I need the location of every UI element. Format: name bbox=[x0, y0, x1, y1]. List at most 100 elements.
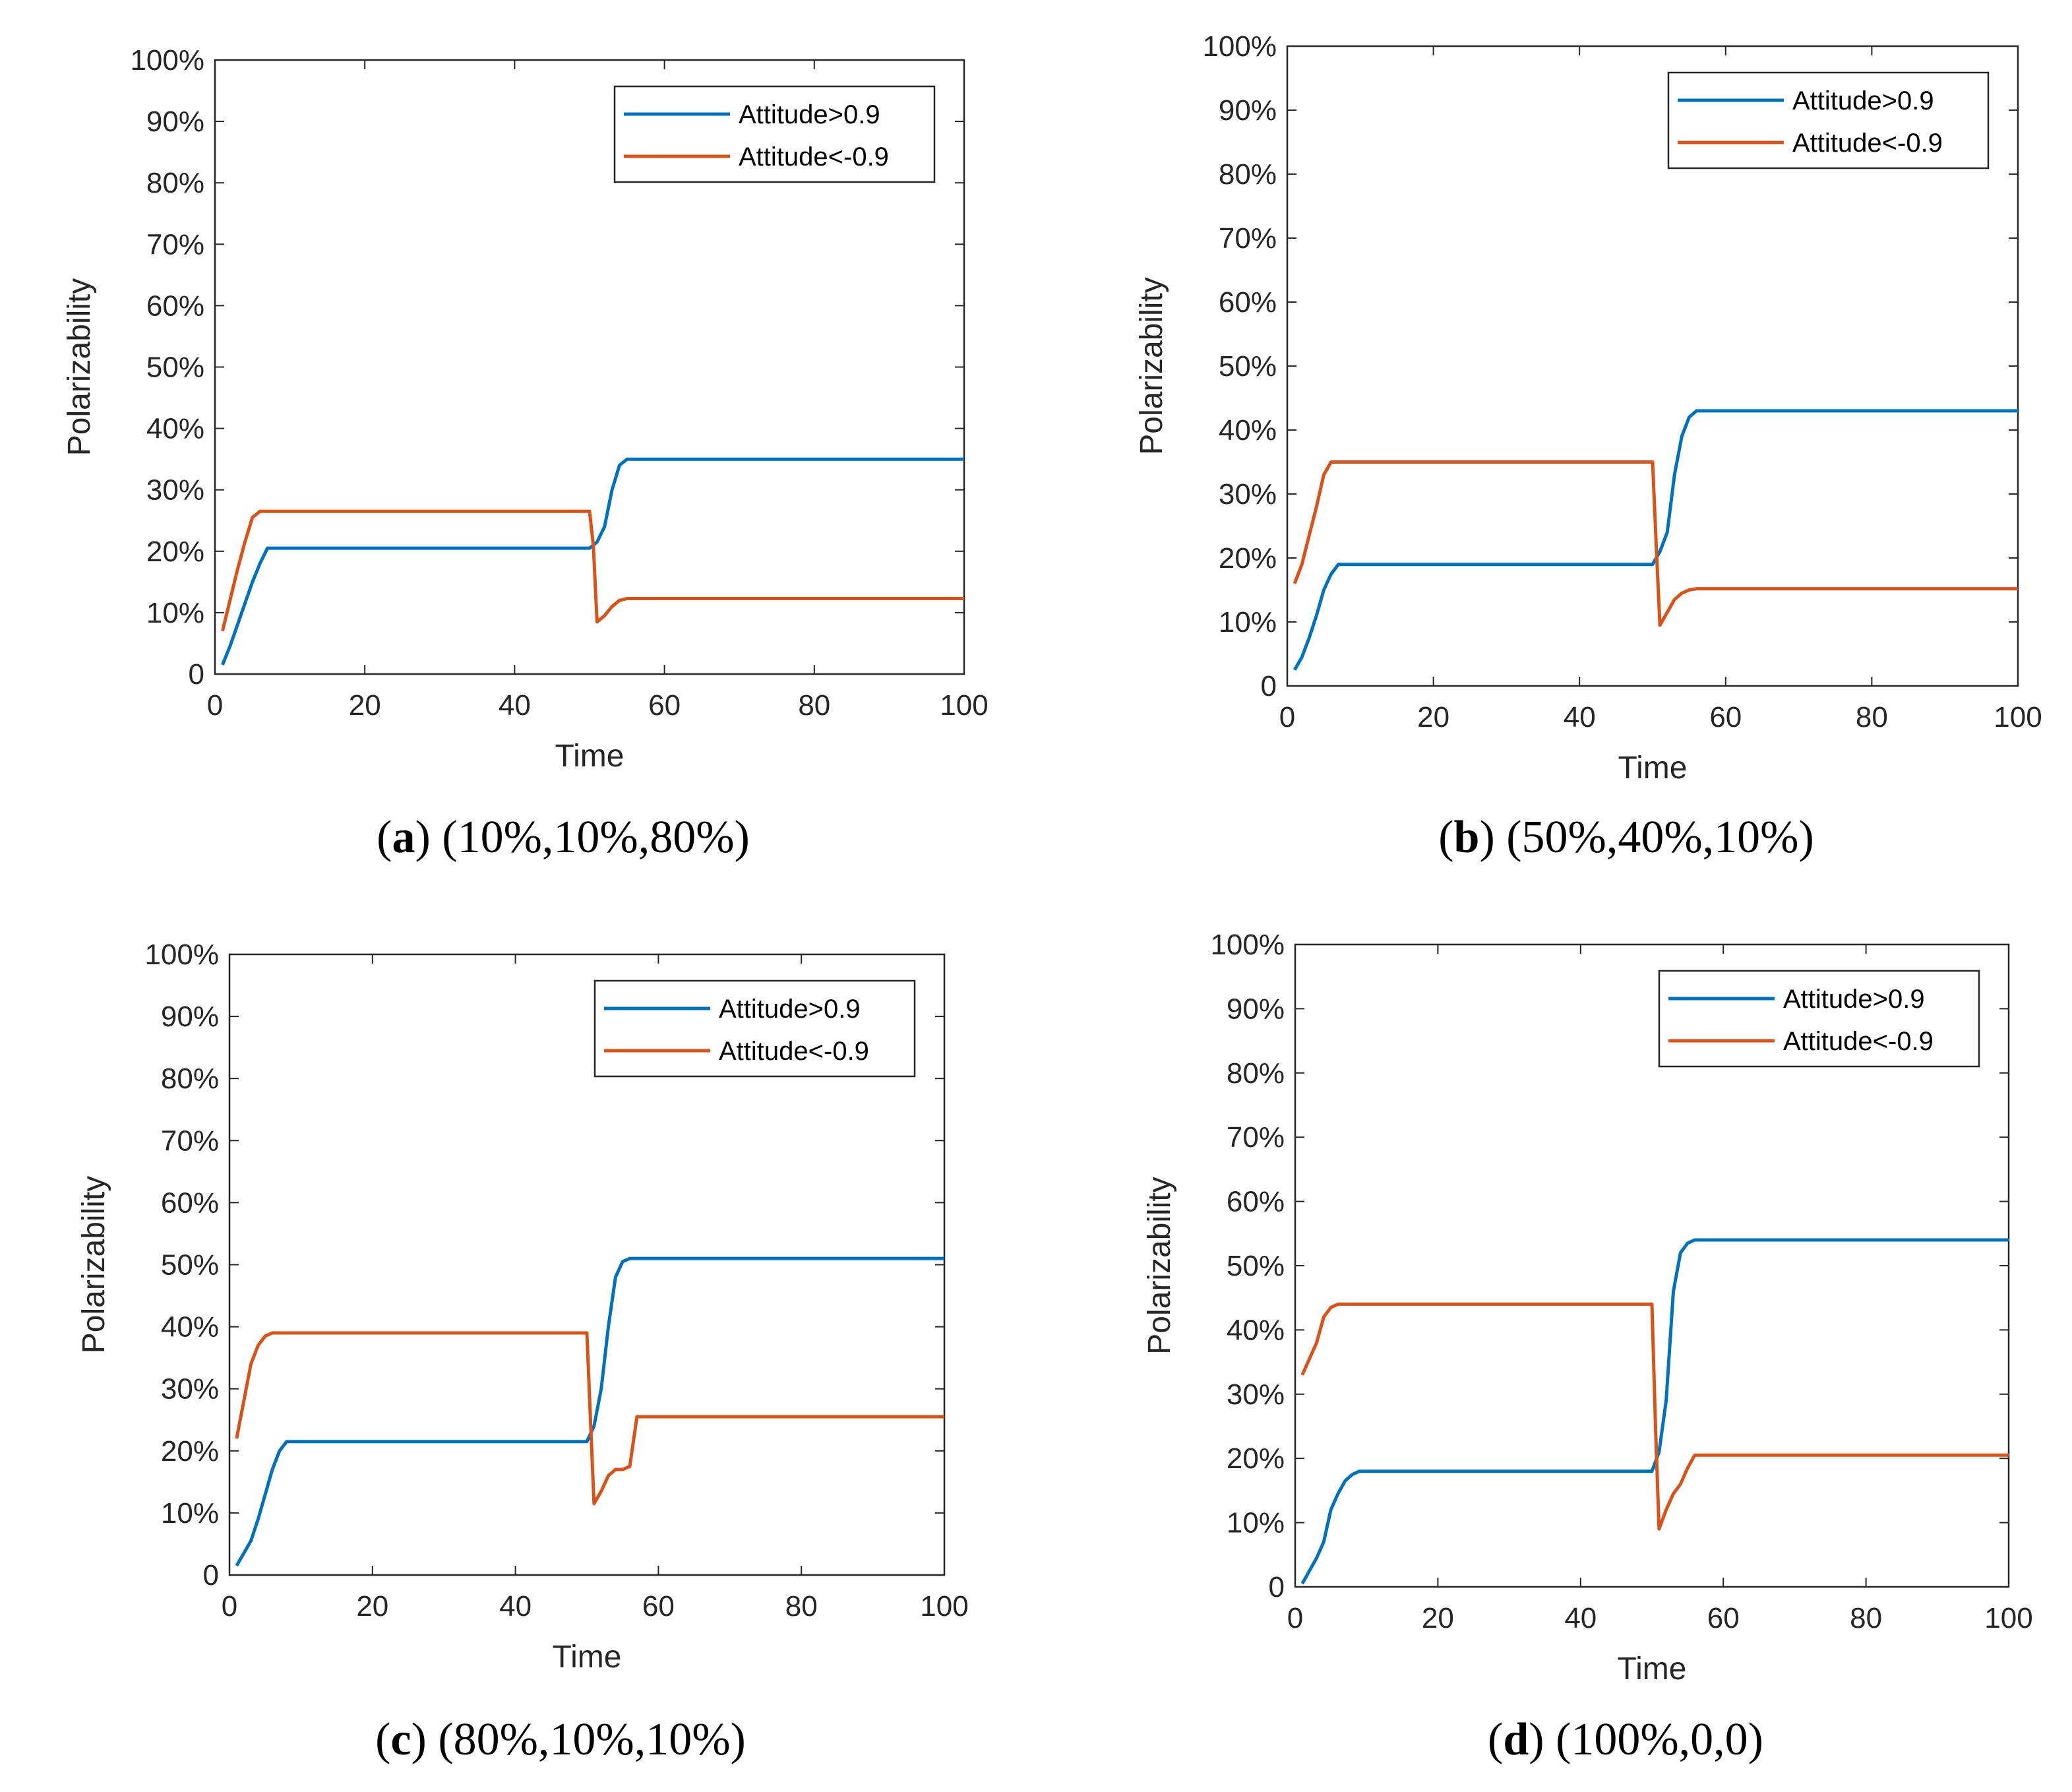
y-tick-label: 50% bbox=[161, 1249, 219, 1282]
x-tick-label: 40 bbox=[499, 689, 531, 722]
x-tick-label: 80 bbox=[1856, 701, 1888, 733]
legend-label: Attitude>0.9 bbox=[719, 995, 861, 1024]
x-tick-label: 100 bbox=[1984, 1602, 2032, 1634]
x-tick-label: 100 bbox=[1994, 701, 2042, 733]
y-tick-label: 30% bbox=[146, 474, 204, 507]
y-tick-label: 60% bbox=[146, 290, 204, 322]
panel-caption: (d) (100%,0,0) bbox=[1488, 1714, 1763, 1765]
x-tick-label: 20 bbox=[1417, 701, 1449, 733]
x-tick-label: 60 bbox=[1707, 1602, 1740, 1634]
legend-box bbox=[1667, 71, 1990, 170]
caption-text: (10%,10%,80%) bbox=[442, 812, 750, 863]
panel-caption: (c) (80%,10%,10%) bbox=[375, 1714, 746, 1765]
x-tick-label: 100 bbox=[940, 689, 988, 722]
y-tick-label: 100% bbox=[130, 44, 204, 77]
caption-paren-close: ) bbox=[411, 1714, 439, 1765]
y-tick-label: 0 bbox=[189, 658, 204, 691]
chart-panel-a: 0 10% 20% 30% 40% 50% 60% 70% 80% 90% 100% 0 20 40 60 8… bbox=[62, 44, 989, 863]
y-tick-label: 70% bbox=[146, 228, 204, 261]
y-tick-label: 10% bbox=[146, 597, 204, 629]
caption-text: (100%,0,0) bbox=[1556, 1714, 1763, 1765]
legend-label: Attitude<-0.9 bbox=[1792, 129, 1943, 158]
y-tick-label: 70% bbox=[161, 1125, 219, 1157]
y-tick-label: 30% bbox=[1219, 478, 1277, 510]
x-tick-label: 0 bbox=[207, 689, 223, 722]
series-line-attitude-above bbox=[221, 457, 964, 665]
y-tick-label: 0 bbox=[1261, 670, 1277, 702]
y-tick-label: 40% bbox=[1219, 414, 1277, 447]
x-tick-label: 20 bbox=[356, 1590, 388, 1622]
x-axis-label: Time bbox=[553, 1640, 622, 1675]
x-tick-label: 40 bbox=[499, 1590, 532, 1622]
y-tick-label: 70% bbox=[1227, 1121, 1285, 1154]
y-tick-label: 0 bbox=[203, 1559, 219, 1591]
y-tick-label: 50% bbox=[1219, 350, 1277, 383]
series-line-attitude-below bbox=[235, 1331, 944, 1506]
y-tick-label: 20% bbox=[1219, 542, 1277, 574]
x-tick-label: 0 bbox=[1279, 701, 1295, 733]
y-tick-label: 60% bbox=[161, 1187, 219, 1219]
chart-panel-c: 0 10% 20% 30% 40% 50% 60% 70% 80% 90% 100% 0 20 40 60 8… bbox=[76, 939, 969, 1765]
y-tick-label: 30% bbox=[161, 1373, 219, 1406]
caption-letter: b bbox=[1454, 812, 1480, 863]
y-tick-label: 100% bbox=[1210, 929, 1285, 961]
caption-text: (50%,40%,10%) bbox=[1506, 812, 1814, 863]
y-tick-label: 90% bbox=[146, 106, 204, 138]
legend-label: Attitude>0.9 bbox=[1783, 985, 1925, 1014]
panel-caption: (b) (50%,40%,10%) bbox=[1438, 812, 1814, 863]
series-line-attitude-below bbox=[1293, 460, 2018, 627]
x-tick-label: 20 bbox=[1422, 1602, 1454, 1634]
y-tick-label: 10% bbox=[1219, 606, 1277, 638]
x-tick-label: 80 bbox=[1850, 1602, 1882, 1634]
y-tick-label: 60% bbox=[1227, 1186, 1285, 1218]
series-line-attitude-below bbox=[1300, 1302, 2009, 1531]
y-tick-label: 90% bbox=[1227, 993, 1285, 1025]
caption-paren-open: ( bbox=[1438, 812, 1453, 863]
series-line-attitude-above bbox=[1293, 409, 2018, 671]
caption-paren-open: ( bbox=[375, 1714, 390, 1765]
y-tick-label: 100% bbox=[144, 939, 219, 971]
y-axis-label: Polarizability bbox=[1134, 277, 1169, 454]
y-axis-label: Polarizability bbox=[76, 1176, 111, 1353]
legend-box bbox=[1658, 970, 1980, 1068]
series-line-attitude-above bbox=[1300, 1238, 2009, 1585]
y-tick-label: 0 bbox=[1269, 1571, 1285, 1603]
chart-panel-d: 0 10% 20% 30% 40% 50% 60% 70% 80% 90% 100% 0 20 40 60 8… bbox=[1142, 929, 2033, 1765]
x-tick-label: 40 bbox=[1564, 701, 1596, 733]
y-tick-label: 100% bbox=[1202, 30, 1277, 63]
caption-text: (80%,10%,10%) bbox=[438, 1714, 746, 1765]
y-tick-label: 80% bbox=[1227, 1057, 1285, 1090]
x-axis-label: Time bbox=[1618, 751, 1688, 786]
caption-paren-close: ) bbox=[1479, 812, 1506, 863]
y-tick-label: 90% bbox=[161, 1001, 219, 1033]
y-tick-label: 60% bbox=[1219, 286, 1277, 319]
caption-paren-open: ( bbox=[377, 812, 392, 863]
y-tick-label: 40% bbox=[161, 1311, 219, 1344]
y-tick-label: 10% bbox=[161, 1497, 219, 1529]
legend-label: Attitude<-0.9 bbox=[1783, 1027, 1934, 1056]
x-tick-label: 20 bbox=[349, 689, 381, 722]
y-tick-label: 80% bbox=[146, 167, 204, 199]
x-tick-label: 0 bbox=[1287, 1602, 1303, 1634]
y-tick-label: 40% bbox=[1227, 1314, 1285, 1346]
x-tick-label: 60 bbox=[642, 1590, 675, 1622]
legend-label: Attitude>0.9 bbox=[739, 100, 880, 129]
caption-letter: c bbox=[390, 1714, 411, 1765]
x-axis-label: Time bbox=[1618, 1652, 1687, 1686]
x-tick-label: 80 bbox=[785, 1590, 818, 1622]
y-tick-label: 50% bbox=[146, 352, 204, 384]
caption-letter: a bbox=[392, 812, 415, 863]
x-tick-label: 60 bbox=[648, 689, 681, 722]
x-axis-label: Time bbox=[555, 739, 625, 774]
panel-caption: (a) (10%,10%,80%) bbox=[377, 812, 750, 863]
legend-label: Attitude<-0.9 bbox=[739, 142, 889, 171]
y-tick-label: 10% bbox=[1227, 1507, 1285, 1539]
series-line-attitude-above bbox=[235, 1256, 944, 1567]
y-tick-label: 50% bbox=[1227, 1250, 1285, 1282]
y-tick-label: 40% bbox=[146, 413, 204, 445]
y-tick-label: 90% bbox=[1219, 94, 1277, 127]
x-tick-label: 100 bbox=[920, 1590, 968, 1622]
y-tick-label: 80% bbox=[1219, 158, 1277, 191]
y-tick-label: 20% bbox=[146, 536, 204, 568]
